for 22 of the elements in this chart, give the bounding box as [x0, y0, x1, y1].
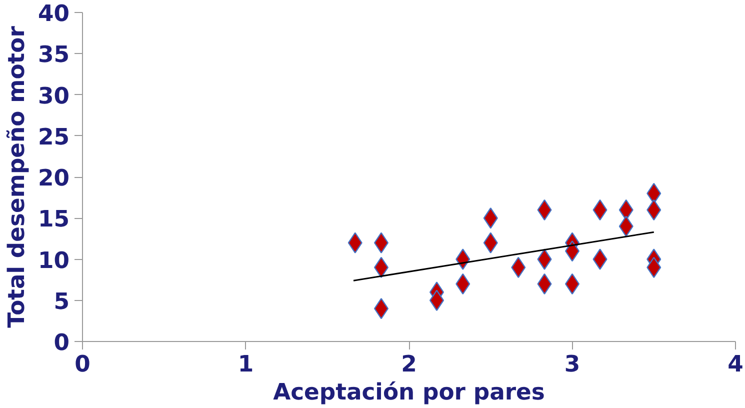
- y-tick-label: 40: [38, 1, 70, 27]
- y-tick-label: 35: [38, 42, 70, 68]
- point: [564, 273, 580, 295]
- y-axis-title: Total desempeño motor: [4, 25, 30, 328]
- y-tick-label: 30: [38, 83, 70, 110]
- y-tick-label: 20: [38, 166, 70, 192]
- y-tick-label: 25: [38, 124, 70, 150]
- point: [374, 232, 389, 254]
- y-tick-label: 0: [54, 330, 70, 356]
- x-axis-title: Aceptación por pares: [273, 380, 545, 406]
- y-tick-label: 10: [38, 248, 70, 274]
- x-tick-label: 0: [74, 352, 90, 378]
- point: [429, 290, 444, 311]
- x-tick-label: 3: [564, 352, 580, 378]
- point: [564, 240, 580, 262]
- point: [374, 256, 389, 278]
- y-tick-label: 15: [38, 206, 70, 233]
- y-tick-label: 5: [54, 288, 70, 315]
- x-tick-label: 2: [401, 352, 417, 378]
- point: [374, 298, 389, 320]
- x-tick-label: 4: [728, 352, 744, 378]
- x-tick-label: 1: [238, 352, 254, 378]
